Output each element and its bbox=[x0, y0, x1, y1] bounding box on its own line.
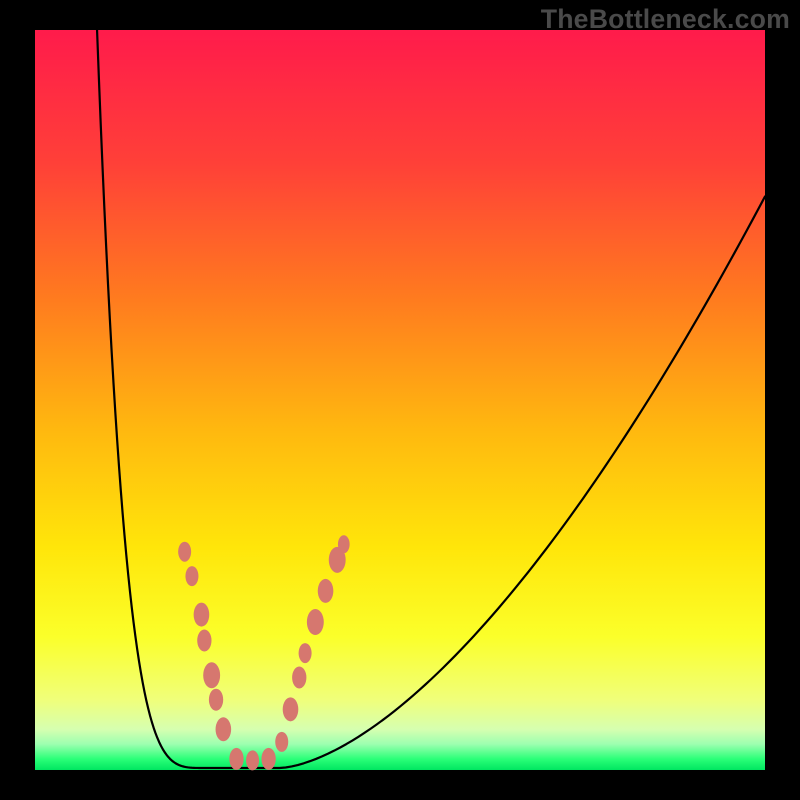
data-marker bbox=[216, 717, 232, 741]
data-marker bbox=[292, 667, 306, 689]
data-marker bbox=[318, 579, 334, 603]
data-marker bbox=[178, 542, 191, 562]
data-marker bbox=[185, 566, 198, 586]
data-marker bbox=[275, 732, 288, 752]
watermark-text: TheBottleneck.com bbox=[541, 4, 790, 35]
plot-area bbox=[35, 30, 765, 770]
chart-stage: TheBottleneck.com bbox=[0, 0, 800, 800]
data-marker bbox=[203, 662, 220, 688]
bottleneck-chart bbox=[0, 0, 800, 800]
data-marker bbox=[307, 609, 324, 635]
data-marker bbox=[229, 748, 243, 770]
data-marker bbox=[261, 748, 275, 770]
data-marker bbox=[338, 535, 350, 553]
data-marker bbox=[246, 750, 259, 770]
data-marker bbox=[209, 689, 223, 711]
data-marker bbox=[299, 643, 312, 663]
data-marker bbox=[197, 630, 211, 652]
data-marker bbox=[283, 697, 299, 721]
data-marker bbox=[194, 603, 210, 627]
